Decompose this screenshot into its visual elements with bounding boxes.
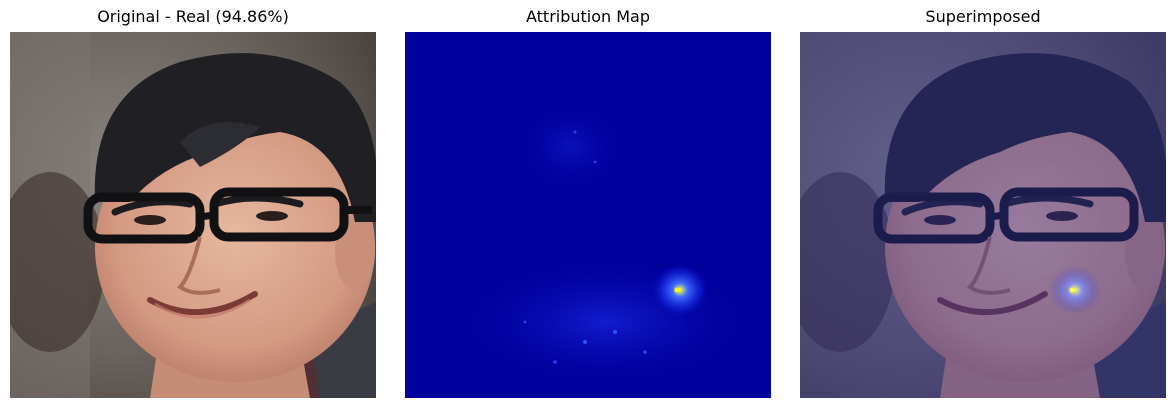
- original-face-picture: [10, 32, 376, 398]
- superimposed-panel: Superimposed: [800, 0, 1166, 407]
- superimposed-title: Superimposed: [925, 7, 1041, 26]
- attribution-panel: Attribution Map: [405, 0, 771, 407]
- original-panel: Original - Real (94.86%): [10, 0, 376, 407]
- original-face-image: [10, 32, 376, 398]
- superimposed-picture: [800, 32, 1166, 398]
- attribution-title: Attribution Map: [525, 7, 651, 26]
- superimposed-image: [800, 32, 1166, 398]
- original-title: Original - Real (94.86%): [97, 7, 289, 26]
- attribution-heatmap-picture: [405, 32, 771, 398]
- attribution-heatmap: [405, 32, 771, 398]
